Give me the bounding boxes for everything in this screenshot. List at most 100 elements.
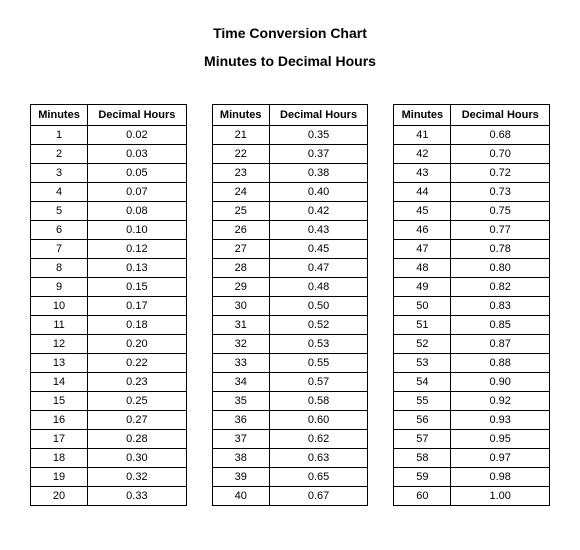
cell-decimal: 0.15 (88, 278, 187, 297)
cell-decimal: 0.82 (451, 278, 550, 297)
cell-decimal: 0.67 (269, 487, 368, 506)
table-row: 110.18 (31, 316, 187, 335)
cell-decimal: 0.43 (269, 221, 368, 240)
header-minutes: Minutes (394, 105, 451, 126)
conversion-table-1: Minutes Decimal Hours 10.0220.0330.0540.… (30, 104, 187, 506)
cell-decimal: 0.97 (451, 449, 550, 468)
cell-minutes: 18 (31, 449, 88, 468)
cell-minutes: 48 (394, 259, 451, 278)
cell-minutes: 30 (212, 297, 269, 316)
cell-decimal: 0.25 (88, 392, 187, 411)
table-row: 360.60 (212, 411, 368, 430)
table-row: 50.08 (31, 202, 187, 221)
cell-decimal: 0.83 (451, 297, 550, 316)
table-row: 480.80 (394, 259, 550, 278)
table-row: 540.90 (394, 373, 550, 392)
cell-minutes: 1 (31, 126, 88, 145)
cell-decimal: 0.87 (451, 335, 550, 354)
cell-minutes: 52 (394, 335, 451, 354)
cell-minutes: 45 (394, 202, 451, 221)
table-row: 40.07 (31, 183, 187, 202)
cell-minutes: 31 (212, 316, 269, 335)
cell-decimal: 0.33 (88, 487, 187, 506)
cell-decimal: 0.98 (451, 468, 550, 487)
cell-minutes: 39 (212, 468, 269, 487)
cell-decimal: 0.28 (88, 430, 187, 449)
cell-minutes: 29 (212, 278, 269, 297)
cell-minutes: 40 (212, 487, 269, 506)
cell-decimal: 0.23 (88, 373, 187, 392)
table-row: 370.62 (212, 430, 368, 449)
cell-decimal: 0.18 (88, 316, 187, 335)
cell-minutes: 24 (212, 183, 269, 202)
cell-decimal: 0.53 (269, 335, 368, 354)
table-row: 340.57 (212, 373, 368, 392)
cell-decimal: 0.38 (269, 164, 368, 183)
cell-minutes: 53 (394, 354, 451, 373)
table-row: 120.20 (31, 335, 187, 354)
cell-minutes: 7 (31, 240, 88, 259)
table-row: 400.67 (212, 487, 368, 506)
cell-decimal: 0.68 (451, 126, 550, 145)
cell-minutes: 46 (394, 221, 451, 240)
cell-decimal: 0.13 (88, 259, 187, 278)
cell-minutes: 55 (394, 392, 451, 411)
table-row: 60.10 (31, 221, 187, 240)
table-row: 180.30 (31, 449, 187, 468)
cell-minutes: 33 (212, 354, 269, 373)
table-row: 160.27 (31, 411, 187, 430)
table-row: 460.77 (394, 221, 550, 240)
table-row: 510.85 (394, 316, 550, 335)
cell-minutes: 51 (394, 316, 451, 335)
table-header-row: Minutes Decimal Hours (31, 105, 187, 126)
header-decimal: Decimal Hours (451, 105, 550, 126)
cell-decimal: 0.65 (269, 468, 368, 487)
cell-minutes: 50 (394, 297, 451, 316)
table-row: 90.15 (31, 278, 187, 297)
cell-decimal: 0.70 (451, 145, 550, 164)
table-header-row: Minutes Decimal Hours (394, 105, 550, 126)
cell-minutes: 3 (31, 164, 88, 183)
table-row: 170.28 (31, 430, 187, 449)
cell-minutes: 34 (212, 373, 269, 392)
cell-decimal: 0.08 (88, 202, 187, 221)
cell-minutes: 13 (31, 354, 88, 373)
table-row: 200.33 (31, 487, 187, 506)
cell-minutes: 12 (31, 335, 88, 354)
table-body-2: 210.35220.37230.38240.40250.42260.43270.… (212, 126, 368, 506)
table-row: 550.92 (394, 392, 550, 411)
table-row: 440.73 (394, 183, 550, 202)
cell-decimal: 0.60 (269, 411, 368, 430)
cell-decimal: 0.80 (451, 259, 550, 278)
cell-minutes: 38 (212, 449, 269, 468)
cell-decimal: 0.50 (269, 297, 368, 316)
table-row: 530.88 (394, 354, 550, 373)
cell-decimal: 0.58 (269, 392, 368, 411)
cell-minutes: 5 (31, 202, 88, 221)
cell-minutes: 26 (212, 221, 269, 240)
cell-decimal: 0.40 (269, 183, 368, 202)
table-row: 570.95 (394, 430, 550, 449)
cell-decimal: 0.27 (88, 411, 187, 430)
cell-decimal: 0.92 (451, 392, 550, 411)
cell-decimal: 0.02 (88, 126, 187, 145)
table-row: 390.65 (212, 468, 368, 487)
cell-minutes: 21 (212, 126, 269, 145)
cell-decimal: 0.03 (88, 145, 187, 164)
table-row: 410.68 (394, 126, 550, 145)
cell-minutes: 23 (212, 164, 269, 183)
table-row: 450.75 (394, 202, 550, 221)
cell-minutes: 9 (31, 278, 88, 297)
table-row: 80.13 (31, 259, 187, 278)
cell-decimal: 0.57 (269, 373, 368, 392)
cell-minutes: 2 (31, 145, 88, 164)
cell-minutes: 56 (394, 411, 451, 430)
cell-decimal: 0.45 (269, 240, 368, 259)
cell-minutes: 28 (212, 259, 269, 278)
header-decimal: Decimal Hours (88, 105, 187, 126)
cell-minutes: 57 (394, 430, 451, 449)
table-row: 350.58 (212, 392, 368, 411)
table-row: 260.43 (212, 221, 368, 240)
cell-minutes: 35 (212, 392, 269, 411)
cell-decimal: 0.42 (269, 202, 368, 221)
